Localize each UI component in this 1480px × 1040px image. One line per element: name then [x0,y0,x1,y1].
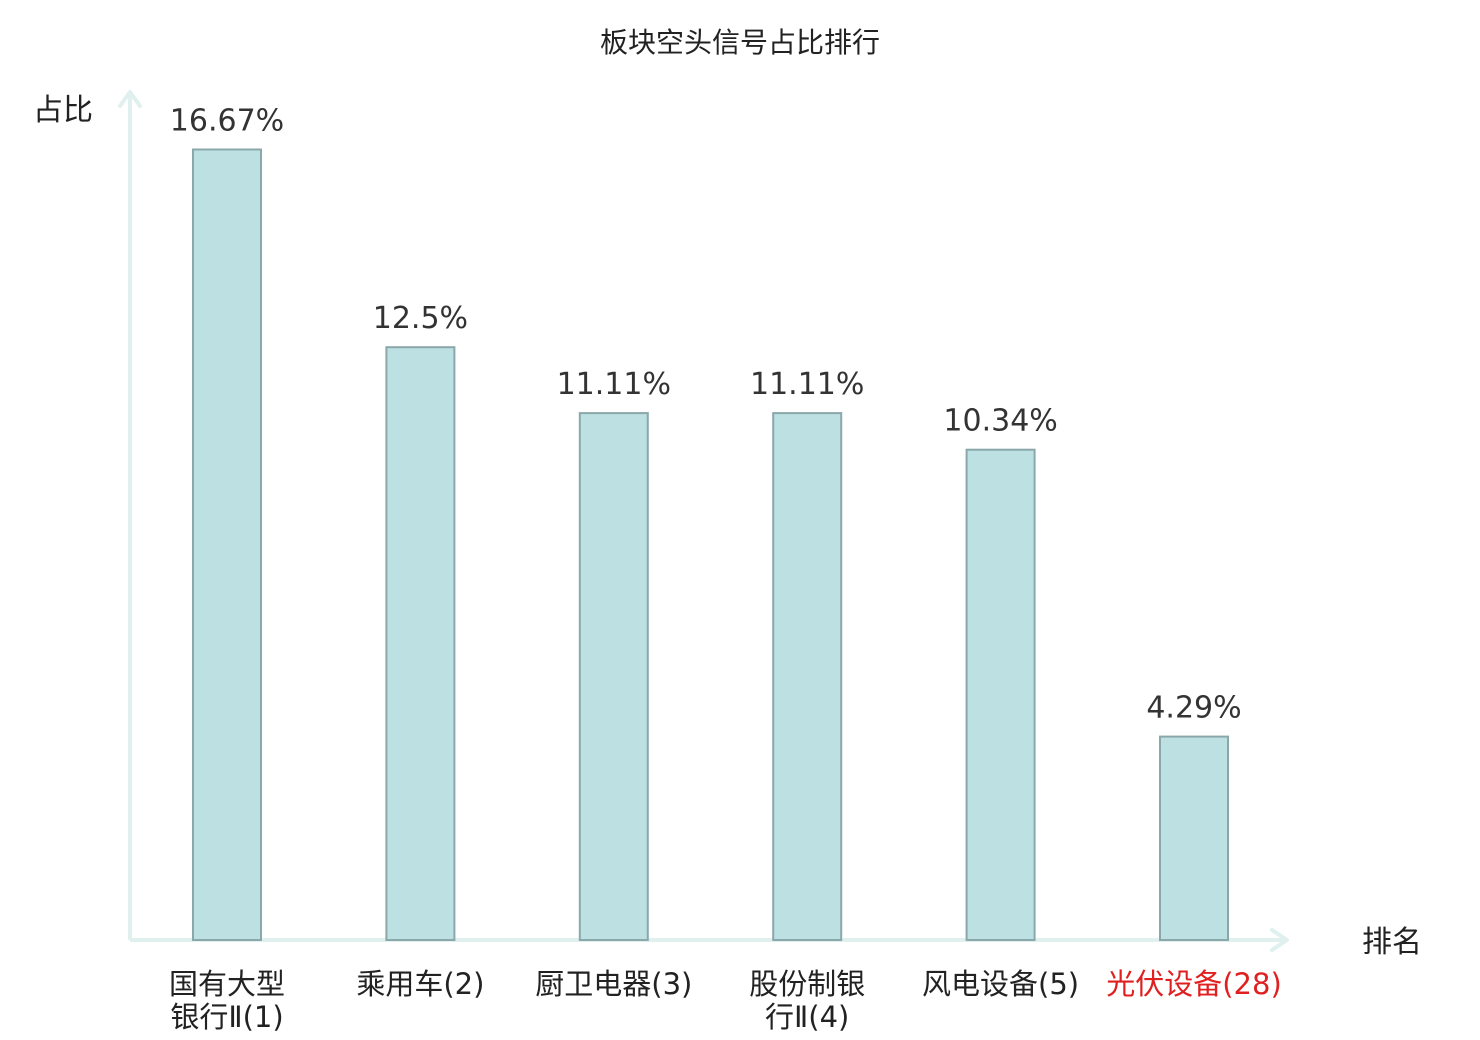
category-label-6: 光伏设备(28) [1106,967,1282,1001]
bar-3 [578,412,649,942]
category-label-1-line-2: 银行Ⅱ(1) [170,1000,283,1034]
category-label-2: 乘用车(2) [356,967,484,1001]
bar-value-label-4: 11.11% [750,367,864,402]
bars-group [192,148,1229,942]
bar-value-label-3: 11.11% [557,367,671,402]
x-axis-arrow [1270,928,1289,952]
category-label-4-line-2: 行Ⅱ(4) [765,1000,849,1034]
y-axis-title: 占比 [33,93,93,128]
chart-title: 板块空头信号占比排行 [600,26,880,59]
bar-6 [1159,735,1229,941]
bar-1 [192,148,262,941]
value-labels-group: 16.67% 12.5% 11.11% 11.11% 10.34% 4.29% [170,104,1242,726]
bar-4 [772,412,843,942]
category-label-3: 厨卫电器(3) [535,967,692,1001]
bar-5 [965,448,1036,941]
bar-value-label-2: 12.5% [373,301,468,336]
category-label-4-line-1: 股份制银 [749,967,865,1001]
y-axis-arrow [118,90,142,108]
x-axis-title: 排名 [1362,925,1422,960]
axes [118,90,1289,952]
category-label-1-line-1: 国有大型 [169,967,285,1001]
bar-2 [385,346,456,941]
bar-value-label-6: 4.29% [1146,691,1241,726]
category-label-5: 风电设备(5) [922,967,1079,1001]
bar-value-label-5: 10.34% [943,404,1057,439]
bar-value-label-1: 16.67% [170,104,284,139]
